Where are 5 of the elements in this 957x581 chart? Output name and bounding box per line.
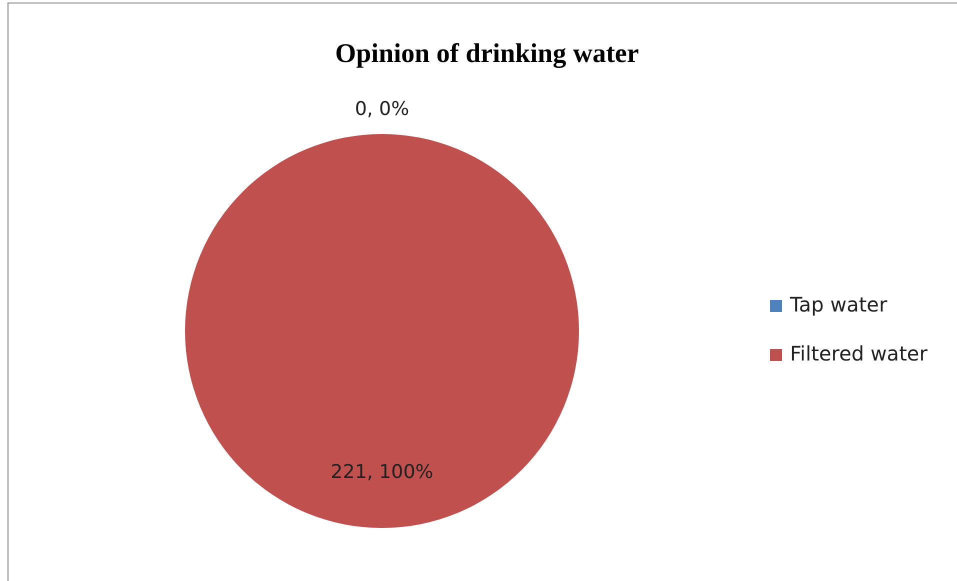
legend-label: Filtered water [790, 341, 928, 366]
data-label: 221, 100% [330, 461, 434, 484]
text: 0, 0% [354, 98, 410, 120]
legend-label: Tap water [789, 292, 888, 316]
chart-title: Opinion of drinking water [335, 38, 639, 68]
